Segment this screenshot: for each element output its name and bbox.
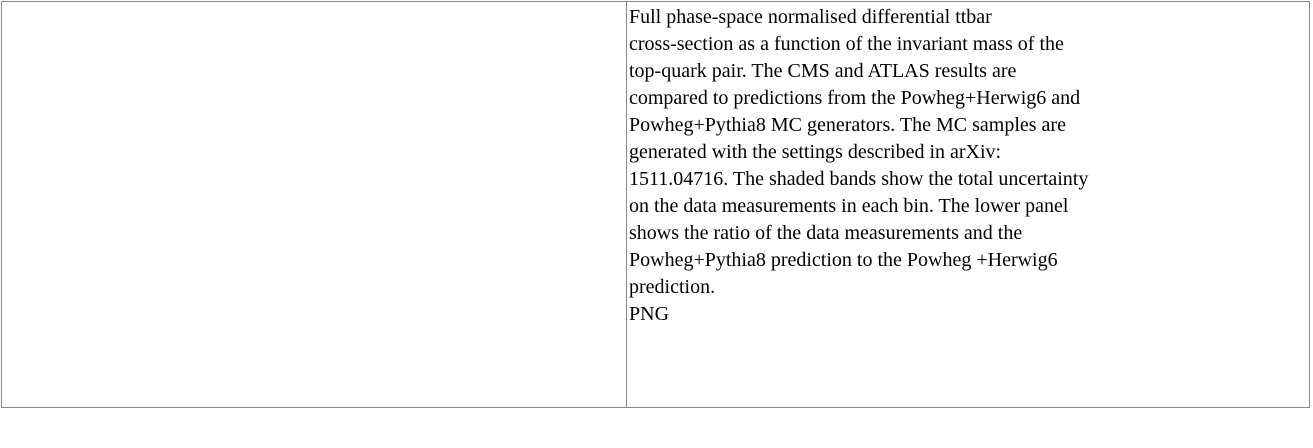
caption-line: Powheg+Pythia8 MC generators. The MC sam… [629, 114, 1066, 136]
caption-line: compared to predictions from the Powheg+… [629, 87, 1081, 109]
caption-cell: Full phase-space normalised differential… [626, 1, 1310, 408]
caption-line: prediction. [629, 276, 716, 298]
caption-line: 1511.04716. The shaded bands show the to… [629, 168, 1089, 190]
table-row: Full phase-space normalised differential… [1, 1, 1310, 408]
caption-line: on the data measurements in each bin. Th… [629, 195, 1069, 217]
empty-cell [1, 1, 627, 408]
figure-table: Full phase-space normalised differential… [1, 1, 1310, 408]
caption-line: Powheg+Pythia8 prediction to the Powheg … [629, 249, 1058, 271]
caption-line: cross-section as a function of the invar… [629, 33, 1064, 55]
caption-line: shows the ratio of the data measurements… [629, 222, 1023, 244]
caption-line: top-quark pair. The CMS and ATLAS result… [629, 60, 1017, 82]
caption-line: generated with the settings described in… [629, 141, 1002, 163]
caption-line: Full phase-space normalised differential… [629, 6, 992, 28]
format-link[interactable]: PNG [629, 303, 670, 325]
